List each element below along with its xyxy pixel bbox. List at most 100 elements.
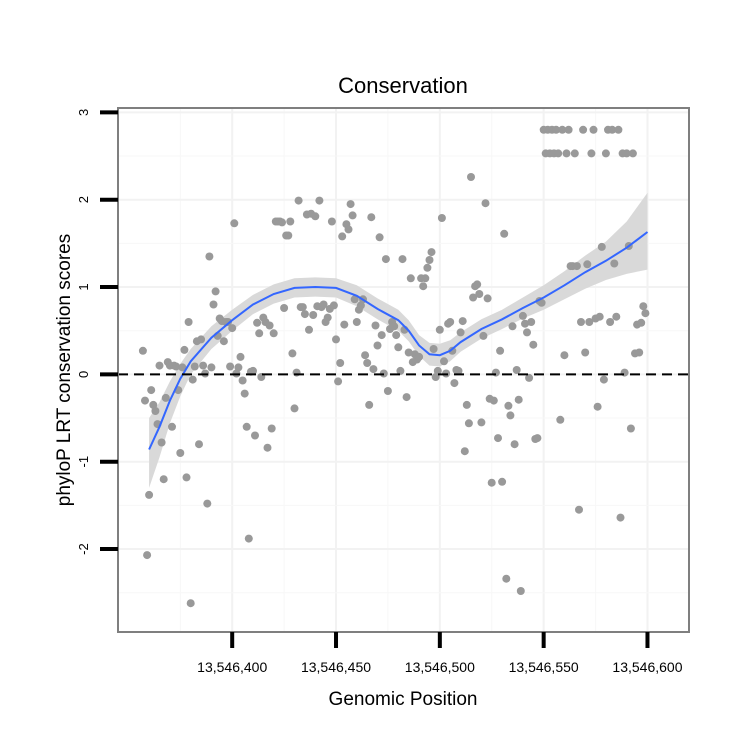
data-point <box>575 505 583 514</box>
data-point <box>238 376 247 385</box>
data-point <box>593 402 602 411</box>
data-points <box>138 125 650 608</box>
data-point <box>361 351 370 360</box>
data-point <box>377 331 386 340</box>
data-point <box>601 149 610 158</box>
data-point <box>556 415 565 424</box>
data-point <box>585 318 594 326</box>
data-point <box>521 319 529 328</box>
data-point <box>155 361 164 370</box>
data-point <box>612 312 621 321</box>
data-point <box>440 357 448 366</box>
data-point <box>369 365 378 374</box>
data-point <box>433 366 442 375</box>
data-point <box>284 231 293 240</box>
x-tick-label: 13,546,500 <box>405 659 475 675</box>
y-axis: -2 -1 0 1 2 3 <box>76 109 118 555</box>
data-point <box>143 551 152 560</box>
data-point <box>157 438 166 447</box>
data-point <box>458 317 467 326</box>
data-point <box>205 252 214 261</box>
data-point <box>512 366 521 374</box>
data-point <box>172 362 181 371</box>
x-tick-label: 13,546,400 <box>197 659 267 675</box>
data-point <box>552 125 561 134</box>
data-point <box>506 411 515 420</box>
data-point <box>394 343 403 352</box>
data-point <box>338 232 347 241</box>
data-point <box>234 363 243 372</box>
data-point <box>454 366 463 375</box>
x-tick-label: 13,546,450 <box>301 659 371 675</box>
data-point <box>620 368 629 377</box>
data-point <box>429 345 438 353</box>
data-point <box>529 340 538 349</box>
data-point <box>159 475 168 484</box>
data-point <box>286 217 295 226</box>
data-point <box>211 287 220 296</box>
data-point <box>367 213 376 222</box>
data-point <box>149 400 158 409</box>
data-point <box>373 341 382 350</box>
data-point <box>583 260 592 269</box>
data-point <box>477 418 486 427</box>
data-point <box>554 149 563 158</box>
data-point <box>224 318 232 326</box>
data-point <box>186 599 195 608</box>
data-point <box>228 324 237 333</box>
data-point <box>230 219 239 228</box>
data-point <box>190 362 199 371</box>
data-point <box>479 331 488 340</box>
data-point <box>323 313 332 322</box>
data-point <box>606 318 615 326</box>
data-point <box>491 368 500 377</box>
chart-title: Conservation <box>338 73 468 98</box>
data-point <box>315 196 324 205</box>
data-point <box>375 233 384 242</box>
data-point <box>639 302 648 311</box>
data-point <box>350 295 359 304</box>
data-point <box>435 325 444 334</box>
data-point <box>168 422 176 431</box>
data-point <box>570 149 579 158</box>
data-point <box>340 320 349 329</box>
data-point <box>597 242 606 251</box>
y-tick-label: -1 <box>76 456 91 468</box>
data-point <box>446 318 455 326</box>
data-point <box>253 318 262 327</box>
data-point <box>508 322 517 331</box>
data-point <box>469 293 478 302</box>
data-point <box>161 393 170 402</box>
data-point <box>365 400 374 409</box>
data-point <box>487 478 496 487</box>
data-point <box>356 301 365 310</box>
data-point <box>392 331 401 340</box>
data-point <box>294 196 303 205</box>
data-point <box>207 363 216 372</box>
data-point <box>151 407 160 415</box>
data-point <box>448 346 457 355</box>
data-point <box>518 311 527 320</box>
data-point <box>329 301 338 310</box>
data-point <box>599 375 608 384</box>
data-point <box>558 125 567 134</box>
data-point <box>244 534 253 543</box>
data-point <box>404 348 413 357</box>
data-point <box>510 440 519 449</box>
data-point <box>456 328 465 337</box>
data-point <box>579 125 588 134</box>
data-point <box>197 335 206 344</box>
data-point <box>527 318 536 326</box>
y-tick-label: 3 <box>76 109 91 116</box>
data-point <box>255 329 264 338</box>
data-point <box>628 149 637 158</box>
data-point <box>265 321 274 330</box>
data-point <box>398 255 407 264</box>
data-point <box>523 328 531 337</box>
data-point <box>610 259 619 268</box>
data-point <box>450 379 459 388</box>
data-point <box>587 149 596 158</box>
y-axis-label: phyloP LRT conservation scores <box>54 234 75 507</box>
plot-frame <box>117 107 690 633</box>
